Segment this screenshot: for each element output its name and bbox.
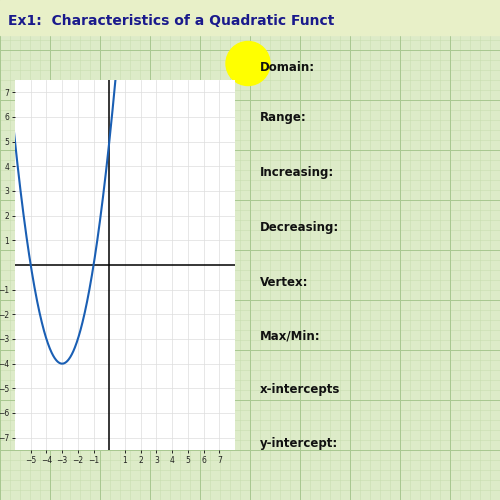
Circle shape [226,42,270,86]
Text: y-intercept:: y-intercept: [260,438,338,450]
Text: Ex1:  Characteristics of a Quadratic Funct: Ex1: Characteristics of a Quadratic Func… [8,14,334,28]
Text: Vertex:: Vertex: [260,276,308,289]
Text: Decreasing:: Decreasing: [260,221,339,234]
Text: Max/Min:: Max/Min: [260,330,320,342]
Text: Range:: Range: [260,111,307,124]
Text: x-intercepts: x-intercepts [260,384,340,396]
Bar [0,0,500,35]
Text: Domain:: Domain: [260,61,315,74]
Text: Increasing:: Increasing: [260,166,334,179]
